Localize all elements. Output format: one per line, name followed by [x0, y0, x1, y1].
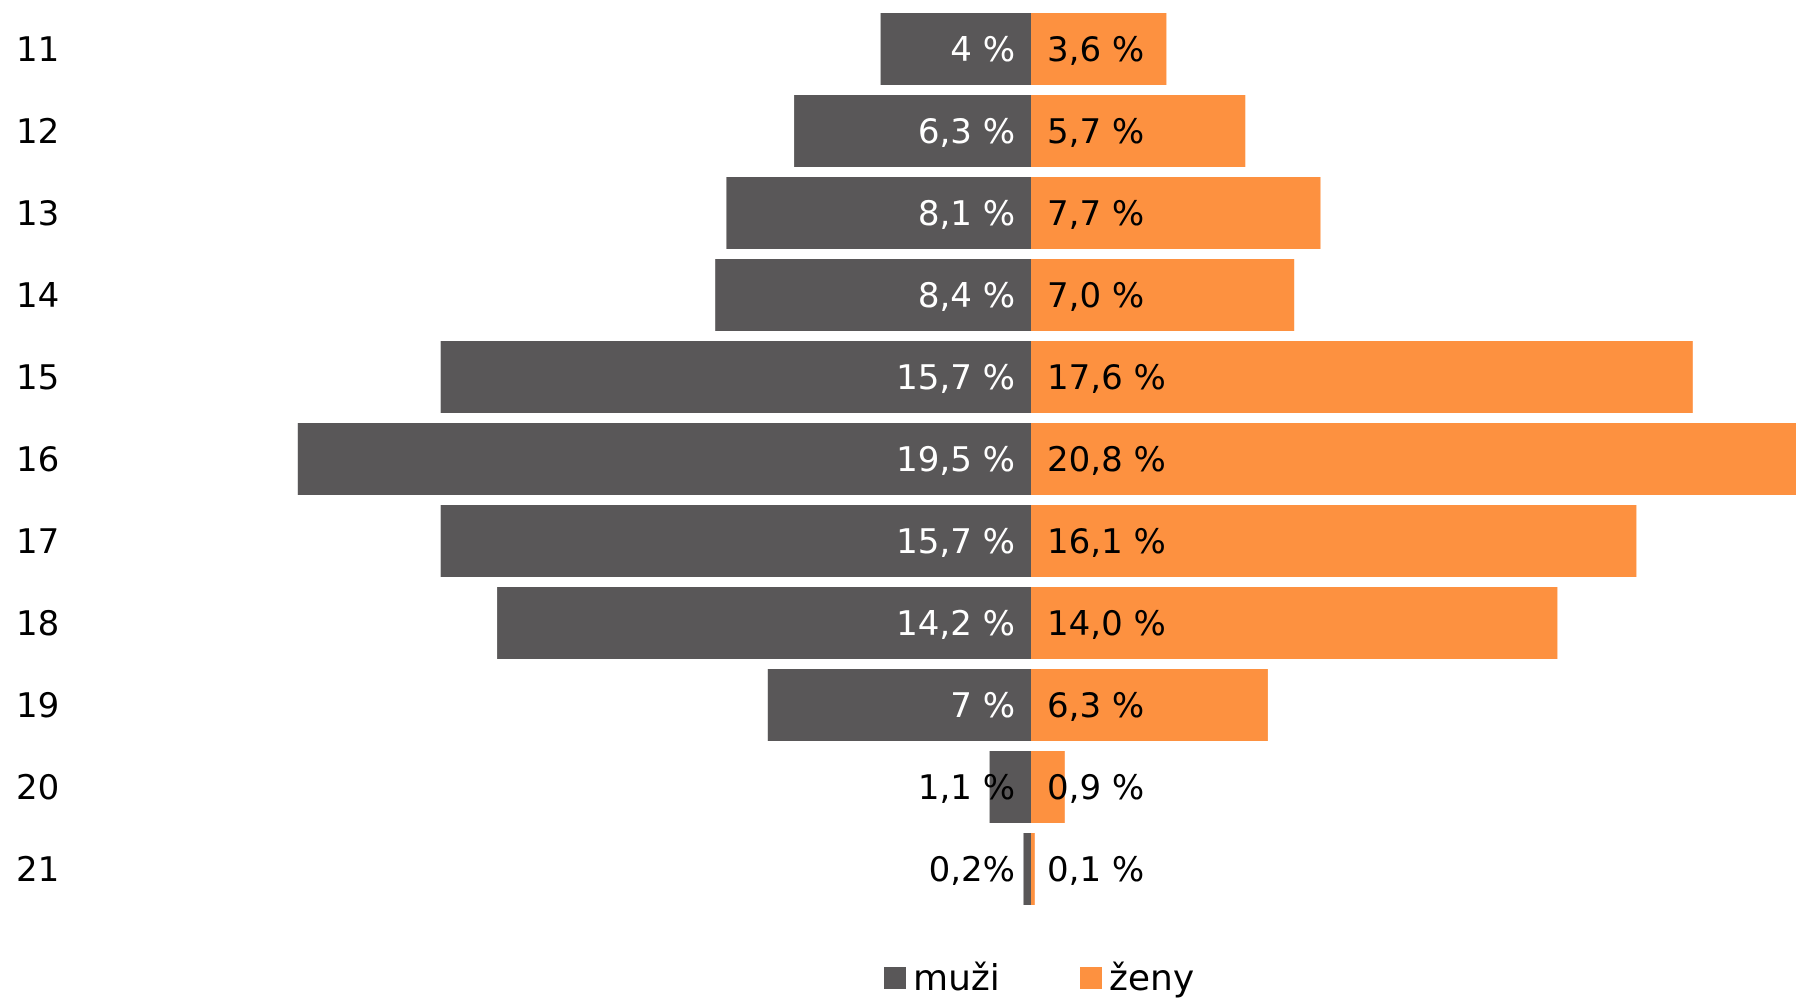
legend-swatch-zeny [1080, 967, 1102, 989]
category-label-12: 12 [16, 112, 59, 152]
series-muzi-bars [297, 13, 1032, 905]
bar-muzi-19 [767, 669, 1031, 741]
category-label-20: 20 [16, 768, 59, 808]
data-label-muzi-20: 1,1 % [918, 768, 1015, 808]
legend-label-zeny: ženy [1109, 958, 1194, 998]
data-label-zeny-16: 20,8 % [1047, 440, 1166, 480]
bar-zeny-21 [1031, 833, 1035, 905]
bar-muzi-21 [1023, 833, 1031, 905]
legend-label-muzi: muži [913, 958, 1000, 998]
data-label-muzi-11: 4 % [950, 30, 1015, 70]
category-label-18: 18 [16, 604, 59, 644]
bar-zeny-12 [1031, 95, 1246, 167]
series-zeny-bars [1031, 13, 1796, 905]
bar-zeny-11 [1031, 13, 1167, 85]
bar-muzi-18 [497, 587, 1032, 659]
bar-zeny-14 [1031, 259, 1295, 331]
data-label-zeny-19: 6,3 % [1047, 686, 1144, 726]
bar-muzi-16 [297, 423, 1031, 495]
category-label-17: 17 [16, 522, 59, 562]
bar-muzi-11 [880, 13, 1031, 85]
data-label-zeny-14: 7,0 % [1047, 276, 1144, 316]
data-label-zeny-12: 5,7 % [1047, 112, 1144, 152]
series-zeny-labels: 3,6 % 5,7 % 7,7 % 7,0 % 17,6 % 20,8 % 16,1 % 14… [1047, 30, 1166, 890]
data-label-muzi-14: 8,4 % [918, 276, 1015, 316]
data-label-muzi-13: 8,1 % [918, 194, 1015, 234]
bar-zeny-16 [1031, 423, 1796, 495]
data-label-muzi-18: 14,2 % [896, 604, 1015, 644]
bar-muzi-14 [715, 259, 1031, 331]
bar-zeny-18 [1031, 587, 1558, 659]
category-label-11: 11 [16, 30, 59, 70]
data-label-zeny-21: 0,1 % [1047, 850, 1144, 890]
data-label-zeny-18: 14,0 % [1047, 604, 1166, 644]
category-label-21: 21 [16, 850, 59, 890]
data-label-muzi-15: 15,7 % [896, 358, 1015, 398]
data-label-muzi-12: 6,3 % [918, 112, 1015, 152]
category-label-16: 16 [16, 440, 59, 480]
bar-zeny-20 [1031, 751, 1065, 823]
series-muzi-labels: 4 % 6,3 % 8,1 % 8,4 % 15,7 % 19,5 % 15,7 % 14,2… [896, 30, 1015, 890]
category-axis-labels: 11 12 13 14 15 16 17 18 19 20 21 [16, 30, 59, 890]
data-label-zeny-15: 17,6 % [1047, 358, 1166, 398]
data-label-zeny-11: 3,6 % [1047, 30, 1144, 70]
category-label-14: 14 [16, 276, 59, 316]
bar-muzi-13 [726, 177, 1031, 249]
bar-muzi-17 [440, 505, 1031, 577]
bar-zeny-19 [1031, 669, 1268, 741]
legend-swatch-muzi [884, 967, 906, 989]
legend: muži ženy [884, 958, 1194, 998]
data-label-muzi-19: 7 % [950, 686, 1015, 726]
bar-zeny-15 [1031, 341, 1693, 413]
data-label-muzi-21: 0,2% [929, 850, 1015, 890]
bar-muzi-12 [794, 95, 1031, 167]
bar-zeny-17 [1031, 505, 1637, 577]
bar-muzi-20 [989, 751, 1031, 823]
bar-muzi-15 [440, 341, 1031, 413]
bar-zeny-13 [1031, 177, 1321, 249]
data-label-muzi-16: 19,5 % [896, 440, 1015, 480]
category-label-19: 19 [16, 686, 59, 726]
category-label-13: 13 [16, 194, 59, 234]
data-label-zeny-13: 7,7 % [1047, 194, 1144, 234]
data-label-zeny-20: 0,9 % [1047, 768, 1144, 808]
data-label-muzi-17: 15,7 % [896, 522, 1015, 562]
category-label-15: 15 [16, 358, 59, 398]
data-label-zeny-17: 16,1 % [1047, 522, 1166, 562]
